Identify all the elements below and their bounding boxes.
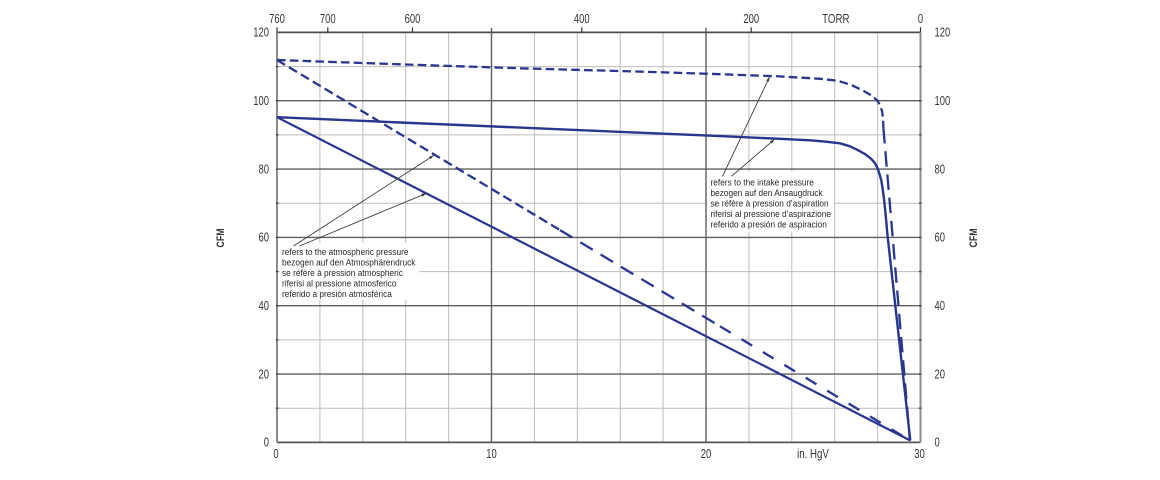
svg-text:120: 120 [935,27,951,41]
svg-text:se réfère à pression atmospher: se réfère à pression atmospheric [282,267,403,278]
svg-text:bezogen auf den Ansaugdruck: bezogen auf den Ansaugdruck [711,187,824,198]
svg-text:30: 30 [914,448,925,462]
svg-text:0: 0 [918,13,923,27]
svg-text:100: 100 [253,95,269,109]
svg-text:200: 200 [743,13,759,27]
svg-text:700: 700 [320,13,336,27]
svg-text:80: 80 [258,163,269,177]
svg-text:10: 10 [486,448,497,462]
svg-text:referido a presión atmosférica: referido a presión atmosférica [282,289,392,300]
svg-text:riferisi al pressione d’aspira: riferisi al pressione d’aspirazione [711,209,832,220]
svg-text:in. HgV: in. HgV [797,448,829,461]
svg-text:40: 40 [935,300,946,314]
svg-text:60: 60 [935,232,946,246]
svg-text:refers to the intake pressure: refers to the intake pressure [711,177,814,188]
svg-text:40: 40 [258,300,269,314]
svg-text:20: 20 [935,368,946,382]
svg-text:0: 0 [935,437,940,451]
svg-text:100: 100 [935,95,951,109]
svg-text:riferisi al pressione atmosfer: riferisi al pressione atmosferico [282,278,397,289]
svg-text:20: 20 [258,368,269,382]
svg-text:bezogen auf den Atmosphärendru: bezogen auf den Atmosphärendruck [282,257,416,268]
svg-text:120: 120 [253,27,269,41]
svg-text:400: 400 [574,13,590,27]
svg-text:CFM: CFM [968,228,980,247]
svg-text:CFM: CFM [215,228,227,247]
svg-text:600: 600 [405,13,421,27]
svg-text:0: 0 [264,437,269,451]
svg-text:20: 20 [701,448,712,462]
svg-text:referido a presión de aspiraci: referido a presión de aspiracion [711,219,827,230]
svg-text:TORR: TORR [822,13,849,26]
svg-text:760: 760 [269,13,285,27]
svg-text:refers to the atmospheric pres: refers to the atmospheric pressure [282,246,409,257]
svg-text:se réfère à pression d’aspirat: se réfère à pression d’aspiration [711,198,829,209]
svg-text:0: 0 [273,448,278,462]
svg-text:60: 60 [258,232,269,246]
svg-text:80: 80 [935,163,946,177]
